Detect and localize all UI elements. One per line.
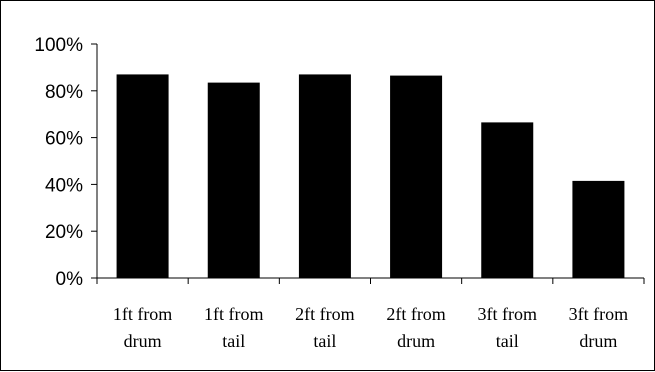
bar xyxy=(390,75,443,278)
x-tick-label: drum xyxy=(397,331,435,351)
bar xyxy=(298,74,351,278)
y-tick-label: 80% xyxy=(45,82,83,103)
y-tick-label: 60% xyxy=(45,129,83,150)
bar xyxy=(207,82,260,278)
x-tick-label: 3ft from xyxy=(569,304,628,324)
x-tick-label: tail xyxy=(496,331,519,351)
y-tick-label: 0% xyxy=(56,269,84,290)
bar xyxy=(481,122,534,278)
x-tick-label: 2ft from xyxy=(295,304,354,324)
x-tick-label: 3ft from xyxy=(478,304,537,324)
y-tick-label: 100% xyxy=(34,35,83,56)
x-tick-label: 2ft from xyxy=(386,304,445,324)
x-tick-label: tail xyxy=(313,331,336,351)
bar xyxy=(572,180,625,278)
x-tick-label: 1ft from xyxy=(204,304,263,324)
y-tick-label: 40% xyxy=(45,175,83,196)
tick-labels: 0% 20% 40% 60% 80% 100% 1ft from drum 1ft from ta… xyxy=(34,35,628,351)
y-tick-label: 20% xyxy=(45,222,83,243)
bar xyxy=(116,74,169,278)
bars xyxy=(116,74,625,278)
x-tick-label: tail xyxy=(222,331,245,351)
x-tick-label: drum xyxy=(579,331,617,351)
axes xyxy=(91,43,645,284)
x-tick-label: 1ft from xyxy=(113,304,172,324)
x-tick-label: drum xyxy=(124,331,162,351)
